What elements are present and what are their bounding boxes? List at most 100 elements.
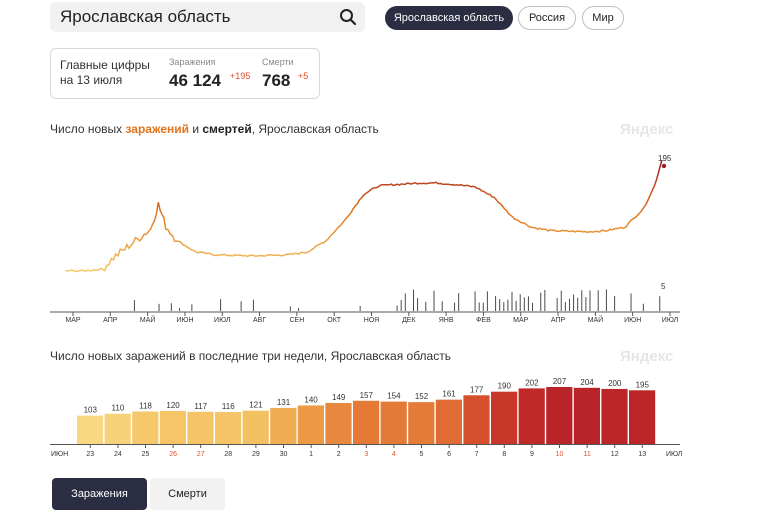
bar-value-label: 149 (332, 393, 346, 402)
bar (463, 395, 490, 444)
day-label: 24 (114, 451, 122, 458)
bar-value-label: 200 (608, 379, 622, 388)
x-tick-label: ЯНВ (439, 317, 454, 324)
region-search-input[interactable]: Ярославская область (50, 2, 365, 32)
bar (297, 405, 324, 444)
day-label: 10 (556, 451, 564, 458)
bar (546, 387, 573, 444)
x-tick-label: ИЮЛ (662, 317, 679, 324)
day-label: 3 (364, 451, 368, 458)
bar-value-label: 110 (112, 404, 125, 413)
bar (629, 390, 656, 444)
deaths-bars (133, 289, 661, 311)
bar (215, 412, 242, 444)
bar-value-label: 202 (525, 378, 539, 387)
x-tick-label: АПР (551, 317, 566, 324)
bar-value-label: 118 (139, 402, 152, 411)
bar (435, 399, 462, 444)
day-label: 4 (392, 451, 396, 458)
x-tick-label: МАЙ (140, 315, 156, 324)
bar-value-label: 103 (84, 406, 98, 415)
x-tick-label: ИЮЛ (214, 317, 231, 324)
bar (159, 410, 186, 444)
search-icon[interactable] (339, 8, 357, 26)
day-label: 11 (583, 451, 590, 458)
last-deaths-label: 5 (661, 282, 666, 291)
bar (104, 413, 131, 444)
day-label: 26 (169, 451, 177, 458)
three-weeks-bar-chart: 1032311024118251202611727116281212913130… (50, 377, 683, 458)
day-label: 28 (224, 451, 232, 458)
infections-delta: +195 (230, 71, 251, 81)
tab-infections[interactable]: Заражения (52, 478, 147, 510)
day-label: 2 (337, 451, 341, 458)
bar-value-label: 157 (360, 391, 374, 400)
chart1-title-part1: Число новых (50, 122, 126, 136)
bar-value-label: 117 (194, 402, 207, 411)
last-infections-dot (661, 163, 667, 169)
bar (601, 388, 628, 444)
bar (491, 391, 518, 444)
day-label: 23 (86, 451, 94, 458)
yandex-watermark-2: Яндекс (620, 348, 674, 365)
search-value: Ярославская область (60, 7, 231, 26)
day-label: 12 (611, 451, 619, 458)
region-tab-yaroslavl[interactable]: Ярославская область (385, 6, 513, 30)
summary-card: Главные цифры на 13 июля Заражения 46 12… (50, 48, 320, 99)
deaths-value: 768 (262, 71, 291, 90)
day-label: 6 (447, 451, 451, 458)
month-label-end: ИЮЛ (666, 451, 683, 458)
day-label: 9 (530, 451, 534, 458)
bar (270, 407, 297, 444)
chart1-title-infections: заражений (125, 122, 189, 136)
bar-value-label: 140 (304, 395, 318, 404)
bar (187, 411, 214, 444)
region-tab-world[interactable]: Мир (582, 6, 624, 30)
bar-value-label: 116 (222, 402, 235, 411)
yandex-watermark: Яндекс (620, 121, 674, 138)
chart1-title-part2: и (189, 122, 203, 136)
day-label: 5 (420, 451, 424, 458)
bar-value-label: 161 (442, 390, 456, 399)
bar-value-label: 154 (387, 392, 401, 401)
chart1-title: Число новых заражений и смертей, Ярослав… (50, 122, 379, 136)
bar-value-label: 204 (580, 378, 594, 387)
bar (518, 388, 545, 444)
day-label: 30 (280, 451, 288, 458)
bar (353, 400, 380, 444)
tab-deaths[interactable]: Смерти (150, 478, 225, 510)
deaths-delta: +5 (298, 71, 309, 81)
x-tick-label: ФЕВ (476, 317, 491, 324)
x-tick-label: АПР (103, 317, 118, 324)
x-tick-label: ДЕК (402, 317, 416, 324)
infections-deaths-chart: 5 195 МАР АПР МАЙ ИЮН ИЮЛ АВГ СЕН ОКТ НОЯ ДЕК ЯНВ ФЕВ… (50, 154, 680, 324)
day-label: 13 (638, 451, 646, 458)
x-tick-label: НОЯ (364, 317, 379, 324)
bar (380, 401, 407, 444)
day-label: 8 (502, 451, 506, 458)
day-label: 7 (475, 451, 479, 458)
bar-value-label: 177 (470, 385, 484, 394)
bar-value-label: 207 (553, 377, 567, 386)
bar-value-label: 195 (636, 380, 650, 389)
bar (573, 387, 600, 444)
x-tick-label: МАЙ (588, 315, 604, 324)
infections-line (64, 159, 663, 273)
x-tick-label: АВГ (253, 317, 266, 324)
chart1-title-part3: , Ярославская область (251, 122, 379, 136)
last-infections-label: 195 (658, 154, 672, 163)
infections-label: Заражения (169, 57, 216, 67)
day-label: 25 (142, 451, 150, 458)
bar (408, 402, 435, 444)
x-tick-label: СЕН (289, 317, 304, 324)
x-tick-label: МАР (513, 317, 529, 324)
region-tab-russia[interactable]: Россия (518, 6, 576, 30)
chart1-title-deaths: смертей (202, 122, 252, 136)
bar-value-label: 131 (277, 398, 291, 407)
bar (132, 411, 159, 444)
day-label: 29 (252, 451, 260, 458)
bar-value-label: 152 (415, 392, 429, 401)
x-tick-label: ИЮН (176, 317, 193, 324)
day-label: 1 (309, 451, 313, 458)
month-label-start: ИЮН (51, 451, 68, 458)
